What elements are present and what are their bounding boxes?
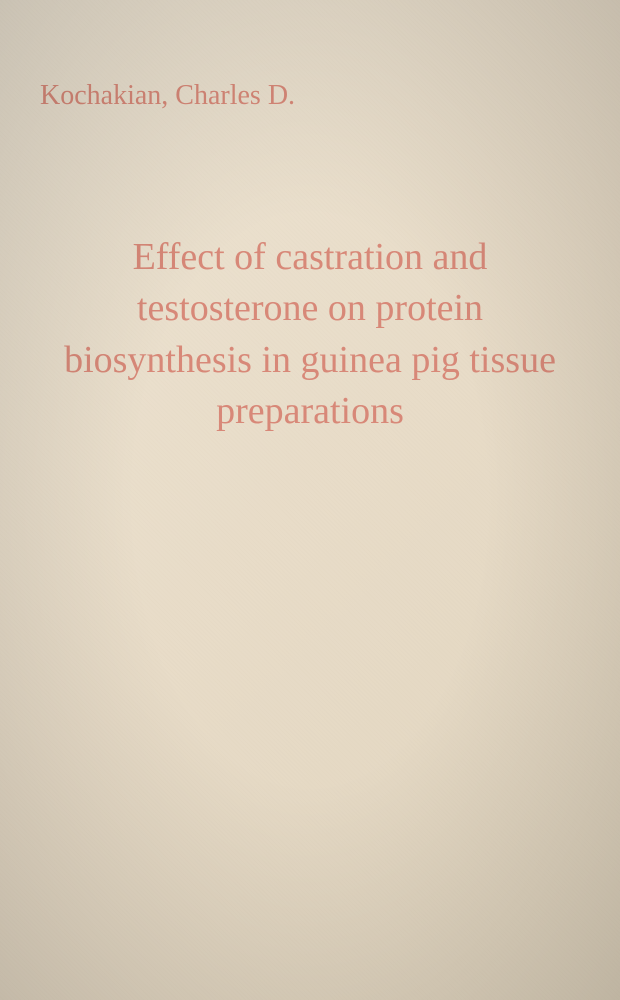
- book-cover-page: Kochakian, Charles D. Effect of castrati…: [0, 0, 620, 1000]
- vignette-overlay: [0, 0, 620, 1000]
- author-name: Kochakian, Charles D.: [40, 80, 580, 112]
- book-title: Effect of castration and testosterone on…: [50, 232, 570, 437]
- paper-texture: [0, 0, 620, 1000]
